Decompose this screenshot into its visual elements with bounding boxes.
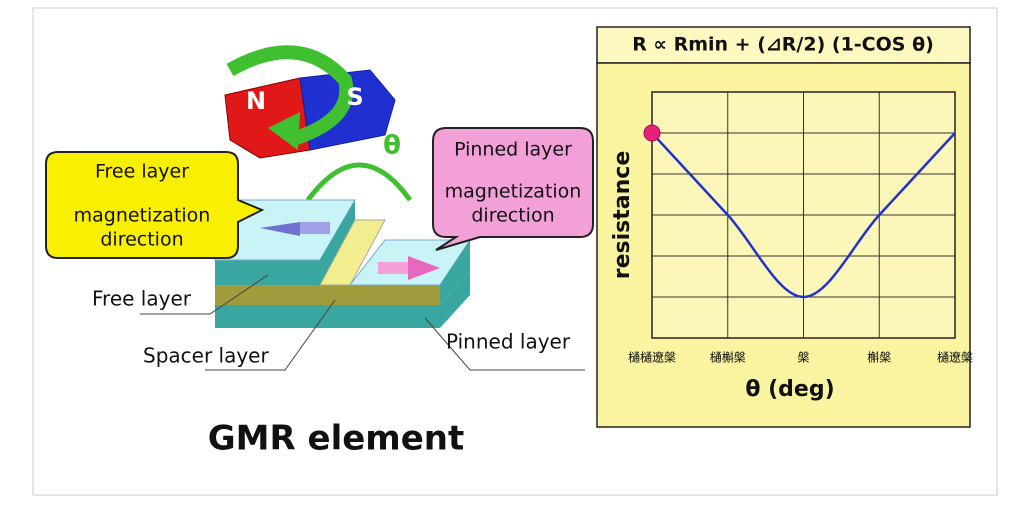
x-tick-label: 樋槲槃 (710, 350, 746, 365)
callout-text: magnetization (74, 205, 211, 227)
plot: 樋樋遼槃 樋槲槃 槃 槲槃 樋遼槃 (628, 91, 973, 365)
x-axis-label: θ (deg) (745, 377, 834, 402)
formula-box (596, 26, 971, 64)
magnet-n: N (246, 87, 266, 115)
callout-text: Free layer (95, 161, 189, 183)
callout-text: direction (100, 229, 183, 251)
theta-label: θ (383, 131, 401, 161)
chart-title: R ∝ Rmin + (⊿R/2) (1-COS θ) (632, 34, 934, 56)
callout-text: magnetization (445, 181, 582, 203)
magnet: N S (224, 45, 396, 159)
x-tick-label: 槃 (797, 350, 809, 365)
start-marker (643, 124, 661, 142)
diagram-title: GMR element (208, 419, 464, 459)
line (651, 132, 956, 299)
x-tick-label: 樋遼槃 (937, 350, 973, 365)
callout-text: Pinned layer (454, 139, 572, 161)
leader-line (424, 317, 585, 371)
x-tick-label: 槲槃 (867, 350, 891, 365)
x-tick-label: 樋樋遼槃 (628, 350, 676, 365)
magnet-s: S (346, 83, 363, 111)
y-axis-label: resistance (610, 151, 635, 280)
leader-line (205, 299, 336, 371)
angle-arc (305, 162, 413, 202)
callout-text: direction (471, 205, 554, 227)
layer-label: Pinned layer (446, 330, 571, 354)
layer-label: Free layer (92, 287, 192, 311)
callout-free (45, 151, 265, 259)
leader-line (140, 274, 269, 315)
layer-label: Spacer layer (143, 344, 269, 368)
layer-stack (214, 199, 471, 328)
callout-pinned (432, 127, 594, 251)
